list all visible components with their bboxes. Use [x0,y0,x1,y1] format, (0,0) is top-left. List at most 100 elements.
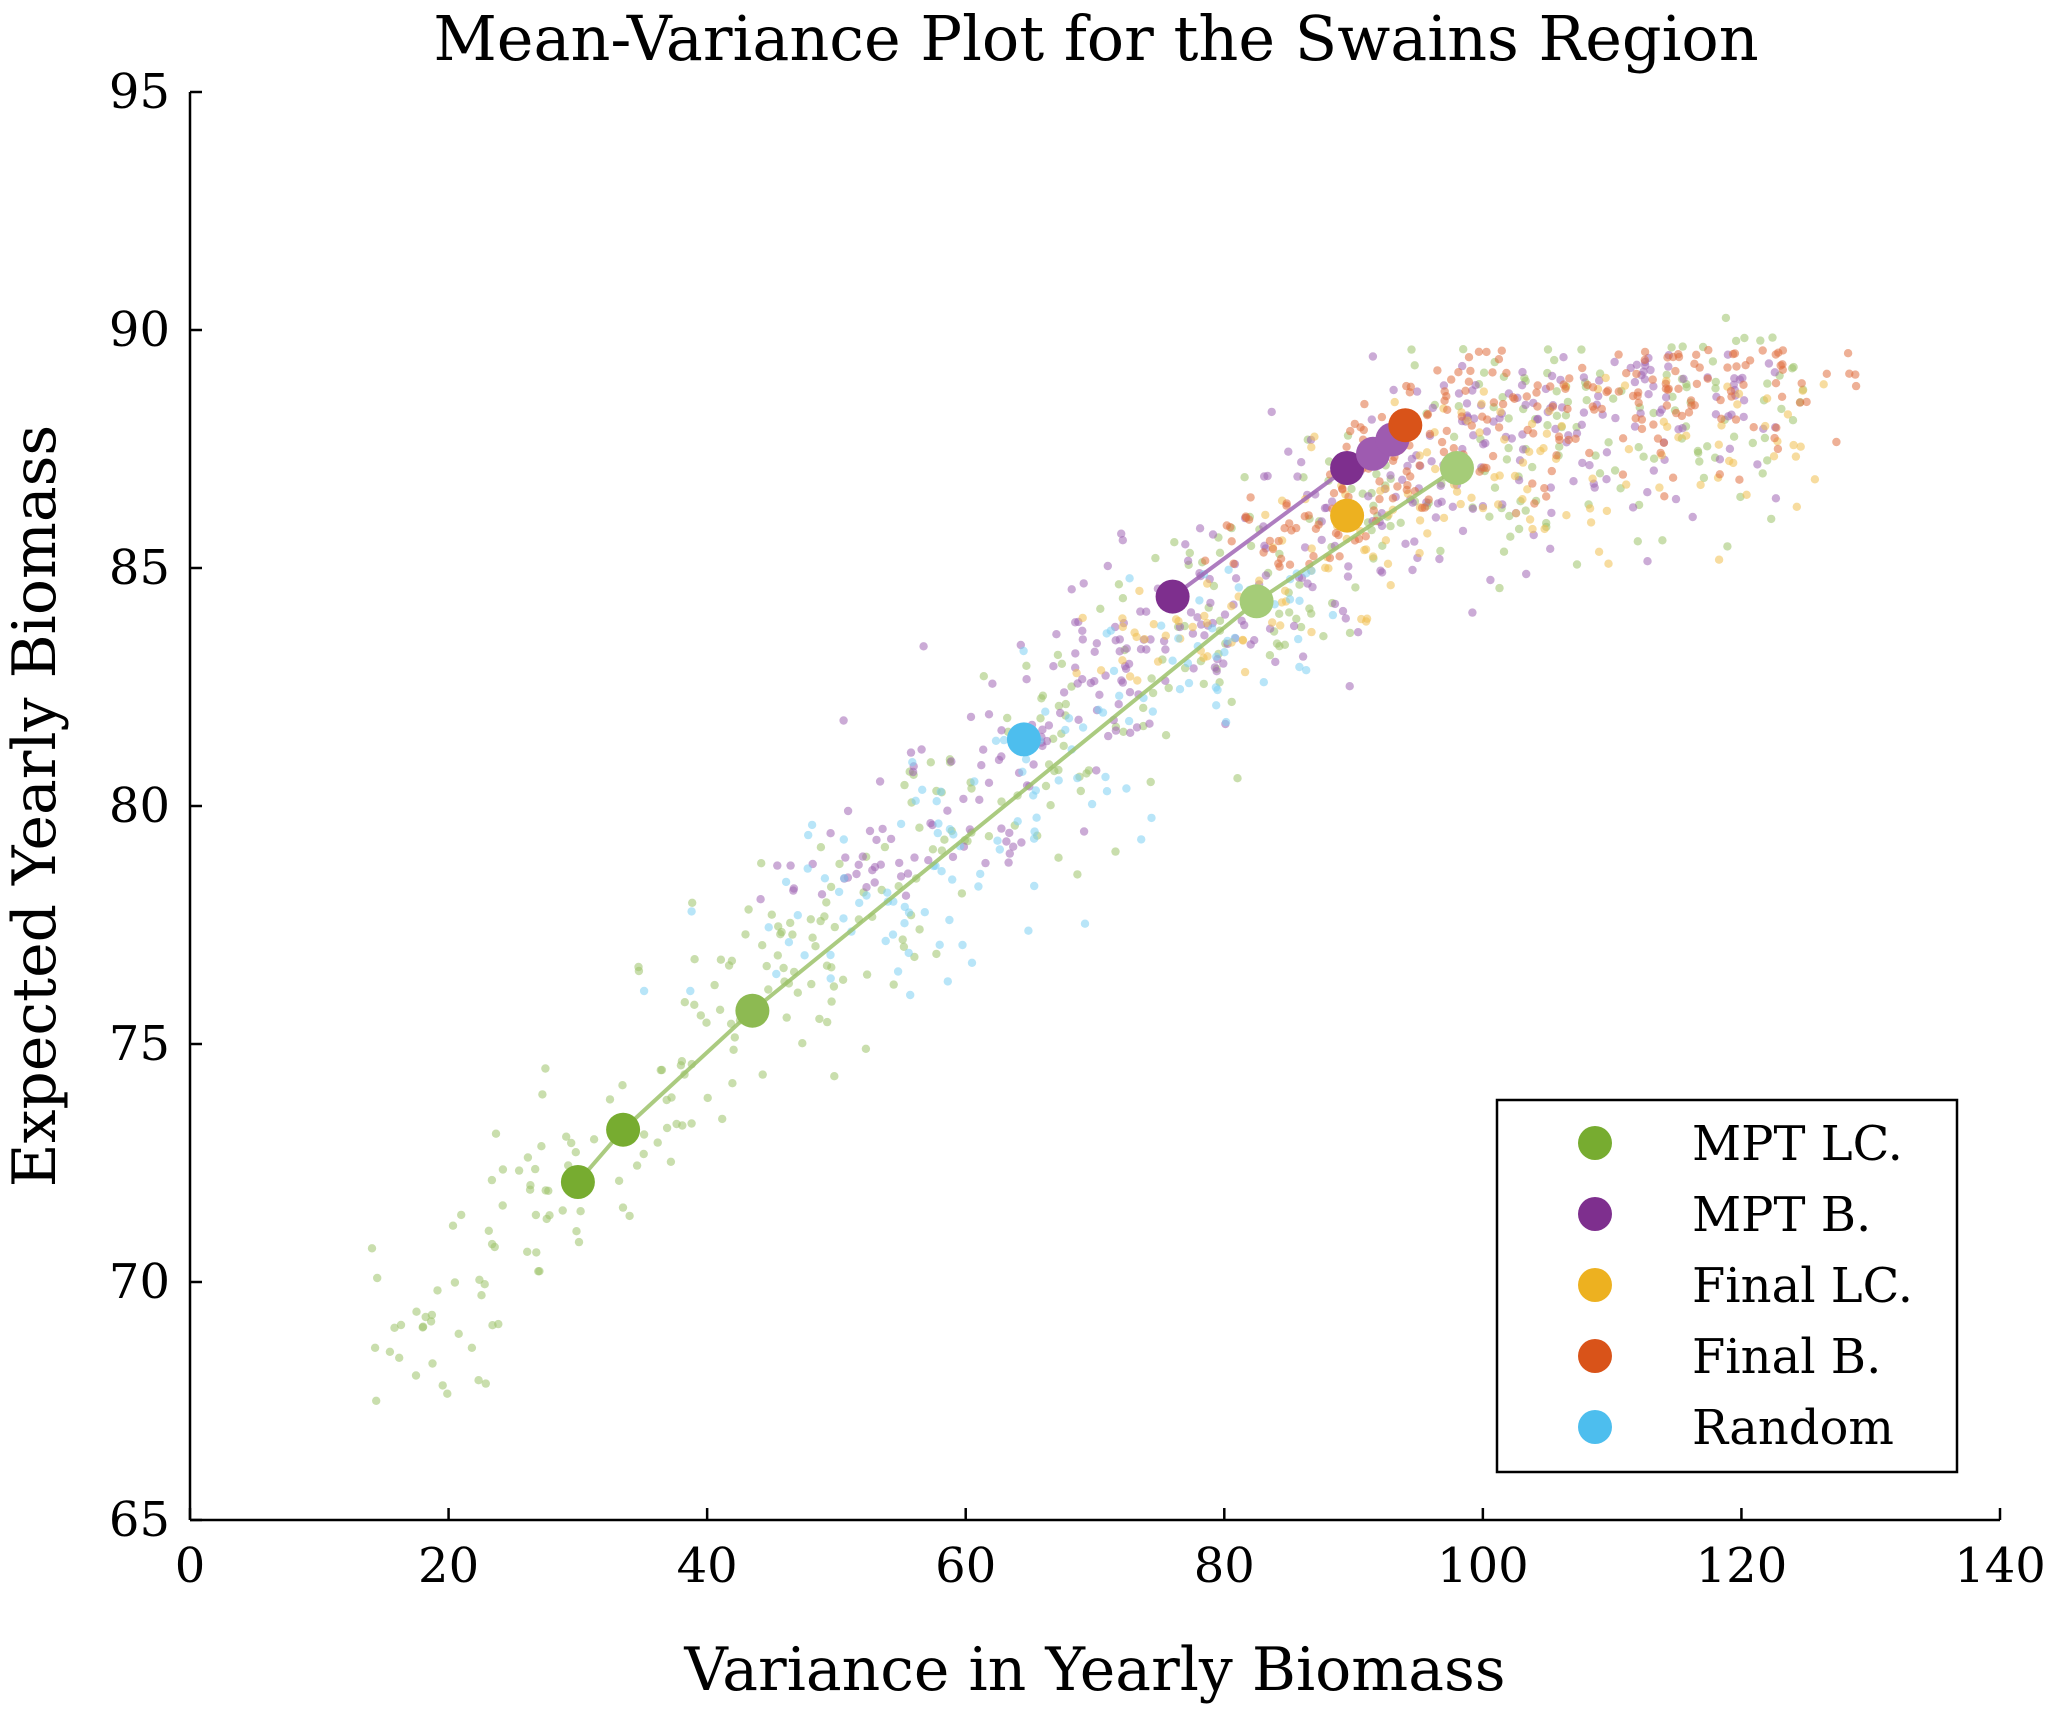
cloud-point [1295,580,1304,589]
cloud-point [803,864,812,873]
cloud-point [1437,437,1447,447]
cloud-point [1420,503,1430,512]
cloud-point [1381,484,1390,493]
cloud-point [1742,490,1751,499]
cloud-point [1117,676,1126,685]
cloud-point [1423,529,1432,538]
cloud-point [1489,417,1498,426]
cloud-point [562,1132,571,1141]
cloud-point [1102,629,1111,638]
cloud-point [1431,464,1440,474]
cloud-point [829,982,839,991]
cloud-point [1795,398,1805,407]
cloud-point [1275,642,1284,651]
cloud-point [1454,368,1463,377]
cloud-point [1595,469,1605,478]
cloud-point [1424,495,1433,504]
cloud-point [757,859,766,868]
cloud-point [1231,574,1241,583]
cloud-point [1064,714,1074,723]
cloud-point [881,936,890,946]
frontier-lines [576,437,1459,1184]
cloud-point [1285,560,1295,569]
cloud-point [815,1014,824,1024]
cloud-point [1696,480,1705,490]
cloud-point [1259,548,1268,557]
cloud-point [1618,470,1628,479]
cloud-point [1601,373,1610,383]
cloud-point [1628,391,1638,401]
cloud-point [1739,380,1748,389]
cloud-point [1265,536,1275,546]
cloud-point [653,1138,662,1147]
cloud-point [793,911,802,920]
cloud-point [1663,353,1672,362]
cloud-point [1482,427,1492,436]
cloud-point [1479,387,1489,396]
cloud-point [1415,451,1424,460]
cloud-point [1478,412,1487,421]
cloud-point [1773,444,1783,454]
cloud-point [854,860,863,869]
cloud-point [1307,443,1316,452]
cloud-point [1362,614,1372,623]
cloud-point [1398,475,1407,484]
cloud-point [1522,569,1531,579]
highlight-point [1330,451,1365,485]
cloud-point [1240,667,1250,677]
cloud-point [1637,424,1647,434]
cloud-point [997,797,1006,806]
cloud-point [687,907,696,916]
cloud-point [1347,484,1356,494]
cloud-point [1692,379,1702,389]
highlight-point [560,1165,595,1199]
cloud-point [826,974,835,983]
x-tick-label: 40 [677,1538,738,1594]
cloud-point [1260,541,1269,550]
cloud-point [948,875,957,884]
cloud-point [1436,481,1445,490]
cloud-point [970,777,979,786]
cloud-point [433,1286,442,1295]
cloud-point [904,948,913,958]
cloud-point [1822,369,1832,378]
cloud-point [474,1376,483,1385]
cloud-2 [1072,373,1828,685]
cloud-point [1013,817,1022,826]
cloud-point [1614,387,1624,396]
cloud-point [1341,614,1351,623]
cloud-point [1078,723,1088,732]
cloud-point [1731,415,1741,424]
legend-label: MPT B. [1692,1187,1871,1243]
cloud-point [1335,552,1344,561]
cloud-point [1792,502,1802,511]
cloud-point [395,1353,404,1363]
cloud-point [1431,513,1441,522]
cloud-point [657,1065,667,1075]
cloud-point [1049,662,1058,671]
cloud-point [1361,532,1371,541]
cloud-point [1386,581,1395,590]
cloud-point [906,990,915,1000]
cloud-point [1734,389,1744,398]
cloud-point [967,958,977,967]
cloud-point [1170,538,1179,547]
cloud-point [534,1267,543,1276]
cloud-point [1031,786,1041,795]
cloud-point [1469,431,1478,440]
cloud-point [1704,345,1713,355]
highlight-point [1155,579,1190,614]
cloud-point [1478,503,1488,513]
cloud-point [979,672,988,681]
cloud-point [918,785,927,794]
cloud-point [1054,776,1063,785]
cloud-point [1390,397,1399,407]
cloud-point [1466,366,1475,376]
cloud-point [924,856,933,865]
cloud-point [1761,421,1770,431]
cloud-point [688,898,697,907]
cloud-point [1285,608,1294,617]
cloud-point [1090,647,1099,656]
cloud-point [852,869,861,879]
cloud-point [1329,489,1339,498]
